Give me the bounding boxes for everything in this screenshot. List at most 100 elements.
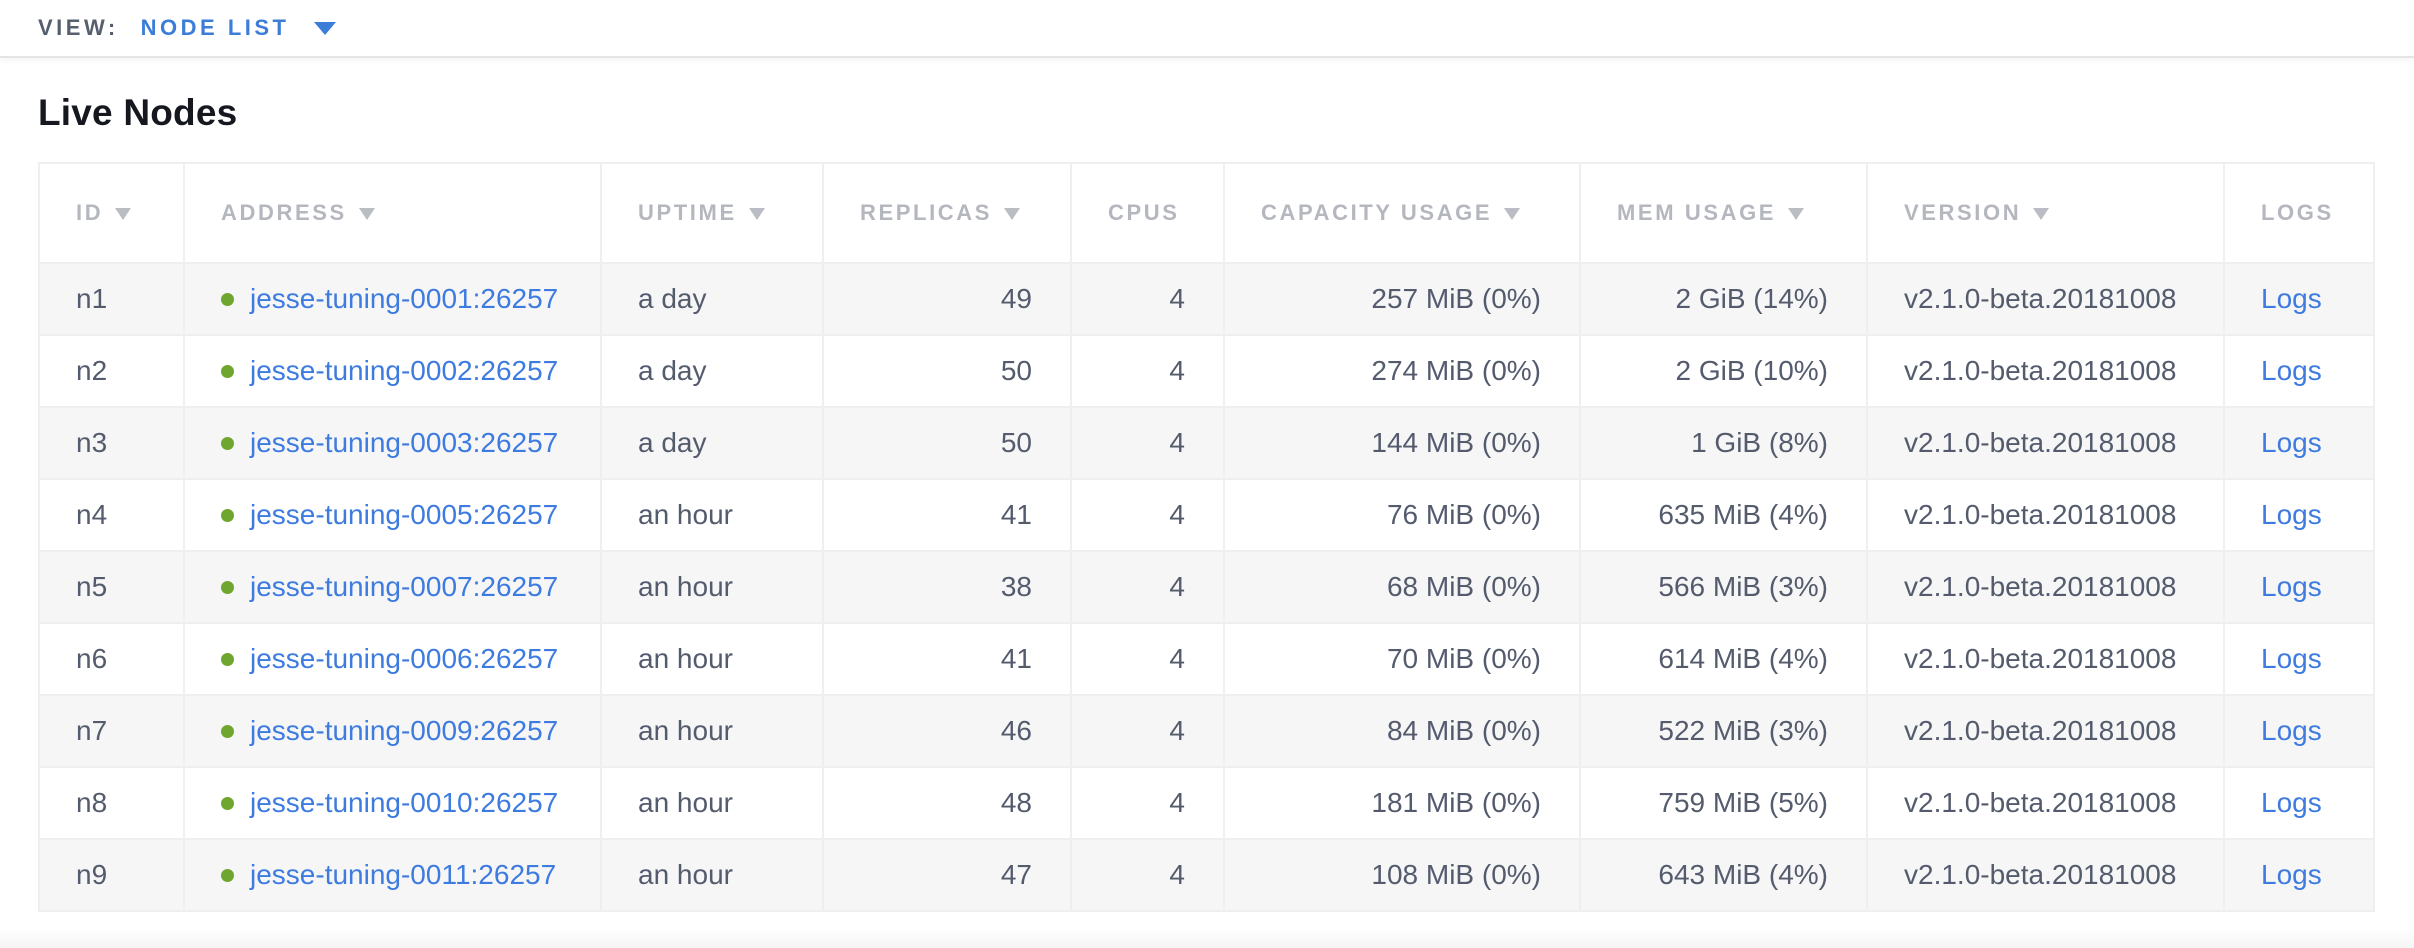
column-header-version[interactable]: VERSION [1866,162,2225,264]
table-cell-version: v2.1.0-beta.20181008 [1866,838,2225,912]
table-row: n9 jesse-tuning-0011:26257 an hour 47 4 108 M… [38,838,2375,912]
column-header-label: REPLICAS [860,200,993,225]
node-address-link[interactable]: jesse-tuning-0005:26257 [250,499,559,530]
node-address-link[interactable]: jesse-tuning-0002:26257 [250,355,559,386]
cell-value-replicas: 41 [1000,499,1032,530]
cell-value-cpus: 4 [1169,355,1185,386]
column-header-id[interactable]: ID [38,162,185,264]
cell-value-id: n3 [76,427,108,458]
cell-value-capacity: 76 MiB (0%) [1386,499,1541,530]
table-row: n7 jesse-tuning-0009:26257 an hour 46 4 84 Mi… [38,694,2375,768]
table-cell-id: n7 [38,694,185,768]
node-live-status-dot [221,509,234,522]
node-logs-link[interactable]: Logs [2261,355,2322,386]
live-nodes-section: ID ADDRESS UPTIME REPLICAS CPUS CAPACITY USAG… [38,162,2376,912]
cell-value-replicas: 41 [1000,643,1032,674]
table-cell-version: v2.1.0-beta.20181008 [1866,622,2225,696]
column-header-label: CAPACITY USAGE [1261,200,1493,225]
table-cell-replicas: 50 [822,334,1072,408]
node-address-link[interactable]: jesse-tuning-0001:26257 [250,283,559,314]
cell-value-uptime: an hour [638,787,733,818]
cell-value-cpus: 4 [1169,715,1185,746]
cell-value-mem: 759 MiB (5%) [1658,787,1828,818]
cell-value-mem: 635 MiB (4%) [1658,499,1828,530]
node-address-link[interactable]: jesse-tuning-0003:26257 [250,427,559,458]
cell-value-capacity: 181 MiB (0%) [1371,787,1541,818]
cell-value-version: v2.1.0-beta.20181008 [1904,643,2177,674]
cell-value-version: v2.1.0-beta.20181008 [1904,571,2177,602]
table-cell-id: n4 [38,478,185,552]
table-cell-version: v2.1.0-beta.20181008 [1866,550,2225,624]
node-logs-link[interactable]: Logs [2261,283,2322,314]
cell-value-id: n1 [76,283,108,314]
view-dropdown[interactable]: NODE LIST [141,15,336,41]
cell-value-mem: 2 GiB (10%) [1675,355,1829,386]
table-cell-cpus: 4 [1070,478,1225,552]
table-cell-replicas: 41 [822,478,1072,552]
cell-value-capacity: 108 MiB (0%) [1371,859,1541,890]
table-cell-logs: Logs [2223,550,2375,624]
cell-value-mem: 1 GiB (8%) [1691,427,1828,458]
cell-value-version: v2.1.0-beta.20181008 [1904,283,2177,314]
table-cell-logs: Logs [2223,262,2375,336]
node-logs-link[interactable]: Logs [2261,643,2322,674]
cell-value-capacity: 84 MiB (0%) [1386,715,1541,746]
table-cell-capacity: 84 MiB (0%) [1223,694,1581,768]
table-cell-capacity: 108 MiB (0%) [1223,838,1581,912]
node-address-link[interactable]: jesse-tuning-0010:26257 [250,787,559,818]
table-cell-capacity: 144 MiB (0%) [1223,406,1581,480]
node-live-status-dot [221,725,234,738]
table-cell-uptime: an hour [600,478,824,552]
table-cell-address: jesse-tuning-0011:26257 [183,838,602,912]
table-row: n4 jesse-tuning-0005:26257 an hour 41 4 76 Mi… [38,478,2375,552]
cell-value-replicas: 48 [1000,787,1032,818]
node-address-link[interactable]: jesse-tuning-0009:26257 [250,715,559,746]
table-cell-cpus: 4 [1070,406,1225,480]
column-header-capacity[interactable]: CAPACITY USAGE [1223,162,1581,264]
table-cell-address: jesse-tuning-0010:26257 [183,766,602,840]
cell-value-uptime: an hour [638,643,733,674]
table-cell-cpus: 4 [1070,766,1225,840]
node-address-link[interactable]: jesse-tuning-0006:26257 [250,643,559,674]
cell-value-id: n7 [76,715,108,746]
node-address-link[interactable]: jesse-tuning-0007:26257 [250,571,559,602]
cell-value-capacity: 68 MiB (0%) [1386,571,1541,602]
table-cell-replicas: 46 [822,694,1072,768]
node-logs-link[interactable]: Logs [2261,427,2322,458]
table-cell-uptime: an hour [600,766,824,840]
cell-value-version: v2.1.0-beta.20181008 [1904,427,2177,458]
node-logs-link[interactable]: Logs [2261,715,2322,746]
table-cell-address: jesse-tuning-0006:26257 [183,622,602,696]
sort-desc-icon [748,208,765,220]
table-cell-id: n6 [38,622,185,696]
node-logs-link[interactable]: Logs [2261,571,2322,602]
node-logs-link[interactable]: Logs [2261,859,2322,890]
table-cell-address: jesse-tuning-0009:26257 [183,694,602,768]
sort-desc-icon [1788,208,1805,220]
sort-desc-icon [115,208,132,220]
column-header-replicas[interactable]: REPLICAS [822,162,1072,264]
column-header-uptime[interactable]: UPTIME [600,162,824,264]
cell-value-replicas: 50 [1000,427,1032,458]
table-cell-uptime: a day [600,262,824,336]
table-cell-capacity: 274 MiB (0%) [1223,334,1581,408]
node-live-status-dot [221,653,234,666]
column-header-mem[interactable]: MEM USAGE [1579,162,1868,264]
table-cell-id: n9 [38,838,185,912]
table-cell-mem: 1 GiB (8%) [1579,406,1868,480]
cell-value-id: n6 [76,643,108,674]
table-cell-id: n5 [38,550,185,624]
node-address-link[interactable]: jesse-tuning-0011:26257 [250,859,557,890]
table-cell-logs: Logs [2223,478,2375,552]
table-cell-replicas: 49 [822,262,1072,336]
cell-value-replicas: 46 [1000,715,1032,746]
cell-value-mem: 522 MiB (3%) [1658,715,1828,746]
node-logs-link[interactable]: Logs [2261,787,2322,818]
table-cell-cpus: 4 [1070,262,1225,336]
column-header-label: ADDRESS [221,200,347,225]
chevron-down-icon [313,21,336,35]
column-header-address[interactable]: ADDRESS [183,162,602,264]
column-header-label: CPUS [1108,200,1180,225]
table-row: n3 jesse-tuning-0003:26257 a day 50 4 144 MiB… [38,406,2375,480]
node-logs-link[interactable]: Logs [2261,499,2322,530]
